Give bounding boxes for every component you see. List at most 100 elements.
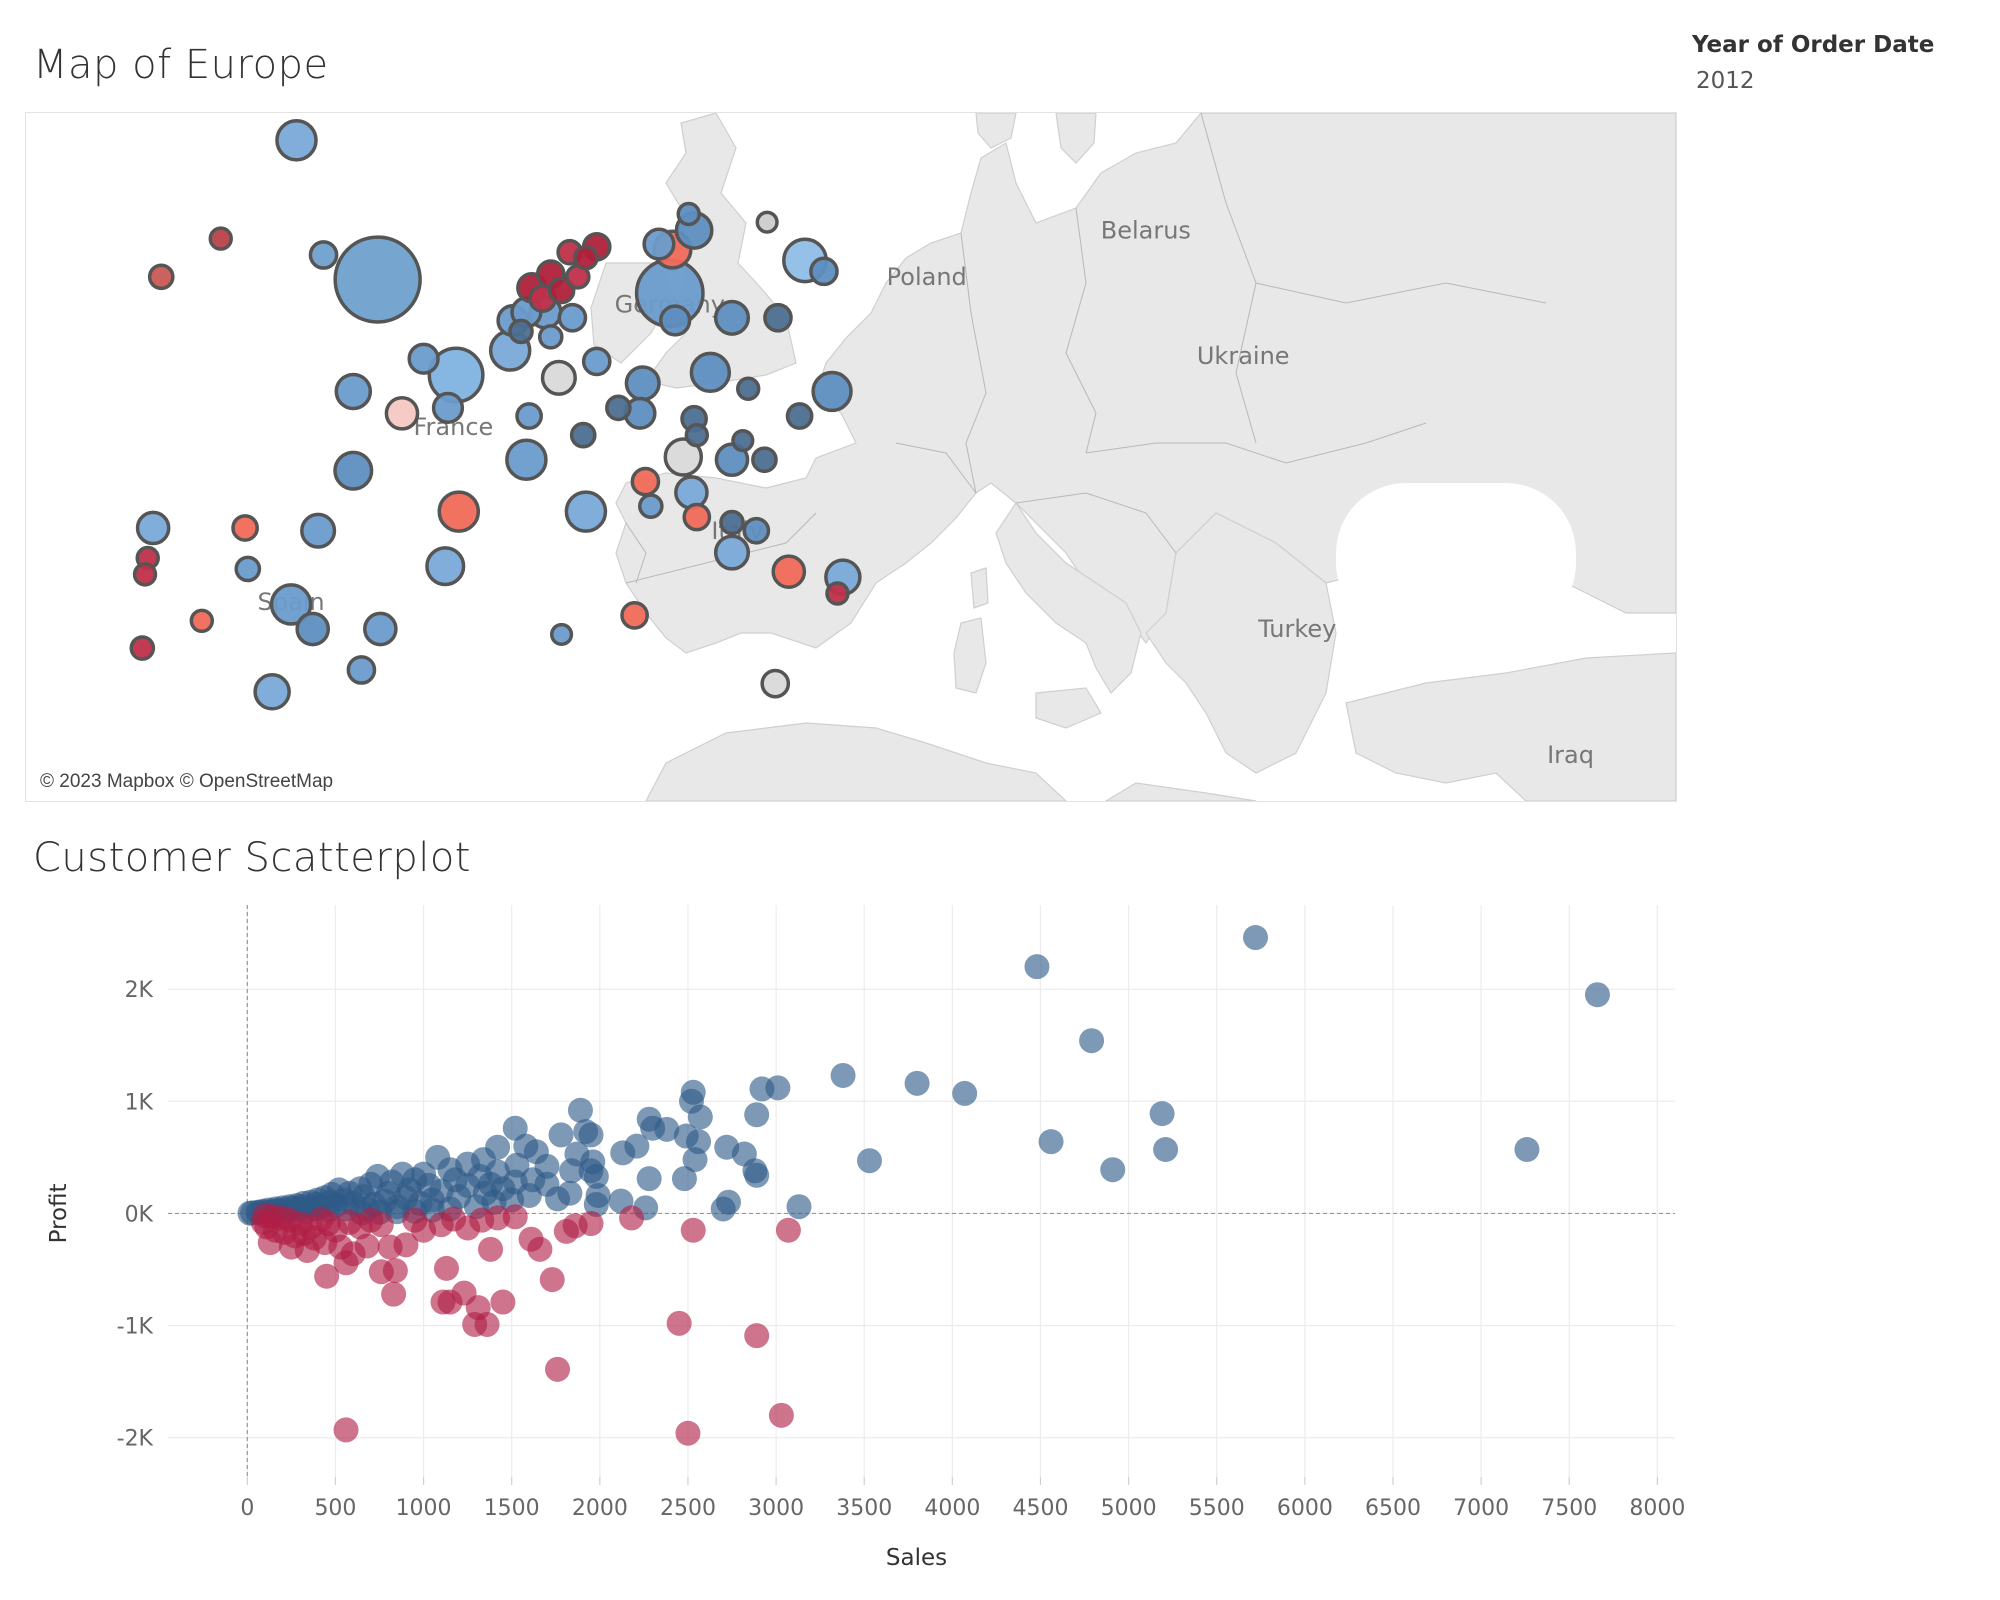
map-location-circle[interactable] bbox=[564, 490, 608, 533]
map-location-circle[interactable] bbox=[809, 256, 839, 287]
scatter-point[interactable] bbox=[1243, 925, 1269, 951]
scatter-point[interactable] bbox=[559, 1158, 585, 1184]
scatter-point[interactable] bbox=[654, 1116, 680, 1142]
map-location-circle[interactable] bbox=[208, 226, 233, 251]
map-location-circle[interactable] bbox=[253, 673, 291, 711]
scatter-point[interactable] bbox=[518, 1226, 544, 1252]
scatter-point[interactable] bbox=[539, 1267, 565, 1293]
map-location-circle[interactable] bbox=[346, 655, 377, 685]
scatter-point[interactable] bbox=[257, 1230, 283, 1256]
map-location-circle[interactable] bbox=[674, 475, 709, 510]
scatter-point[interactable] bbox=[478, 1171, 504, 1197]
map-location-circle[interactable] bbox=[300, 512, 337, 549]
scatter-point[interactable] bbox=[715, 1189, 741, 1215]
scatter-point[interactable] bbox=[314, 1263, 340, 1289]
map-location-circle[interactable] bbox=[638, 493, 664, 519]
map-location-circle[interactable] bbox=[384, 395, 420, 431]
map-canvas[interactable]: BelarusPolandUkraineGermanyFranceItalySp… bbox=[26, 113, 1676, 801]
map-location-circle[interactable] bbox=[620, 600, 649, 630]
scatter-point[interactable] bbox=[1038, 1129, 1064, 1155]
map-location-circle[interactable] bbox=[684, 422, 710, 448]
scatter-point[interactable] bbox=[513, 1133, 539, 1159]
scatter-point[interactable] bbox=[744, 1162, 770, 1188]
map-location-circle[interactable] bbox=[573, 244, 599, 271]
map-location-circle[interactable] bbox=[742, 516, 771, 545]
map-location-circle[interactable] bbox=[549, 622, 574, 647]
customer-scatterplot[interactable]: 0 500 1000 1500 2000 2500 3000 3500 4000 4500 5000… bbox=[0, 880, 1700, 1600]
scatter-point[interactable] bbox=[636, 1166, 662, 1192]
scatter-point[interactable] bbox=[393, 1232, 419, 1258]
scatter-point[interactable] bbox=[294, 1237, 320, 1263]
map-location-circle[interactable] bbox=[557, 302, 588, 333]
scatter-point[interactable] bbox=[687, 1104, 713, 1130]
map-location-circle[interactable] bbox=[785, 402, 814, 430]
map-location-circle[interactable] bbox=[624, 365, 661, 402]
map-location-circle[interactable] bbox=[437, 490, 481, 533]
europe-map[interactable]: BelarusPolandUkraineGermanyFranceItalySp… bbox=[25, 112, 1677, 802]
scatter-point[interactable] bbox=[619, 1205, 645, 1231]
scatter-points[interactable] bbox=[237, 925, 1610, 1446]
map-location-circle[interactable] bbox=[659, 304, 692, 337]
scatter-point[interactable] bbox=[744, 1102, 770, 1128]
year-filter-value[interactable]: 2012 bbox=[1696, 68, 1755, 94]
map-location-circle[interactable] bbox=[581, 346, 612, 377]
scatter-point[interactable] bbox=[354, 1233, 380, 1259]
scatter-point[interactable] bbox=[252, 1203, 278, 1229]
scatter-point[interactable] bbox=[351, 1184, 377, 1210]
map-location-circle[interactable] bbox=[719, 509, 745, 536]
map-location-circle[interactable] bbox=[505, 438, 548, 482]
scatter-point[interactable] bbox=[402, 1207, 428, 1233]
map-location-circle[interactable] bbox=[333, 235, 422, 324]
scatter-point[interactable] bbox=[545, 1356, 571, 1382]
scatter-point[interactable] bbox=[490, 1289, 516, 1315]
map-location-circle[interactable] bbox=[663, 437, 704, 477]
map-location-circle[interactable] bbox=[334, 372, 373, 411]
scatter-point[interactable] bbox=[416, 1172, 442, 1198]
scatter-point[interactable] bbox=[578, 1122, 604, 1148]
scatter-point[interactable] bbox=[1514, 1137, 1540, 1163]
scatter-point[interactable] bbox=[478, 1236, 504, 1262]
map-location-circle[interactable] bbox=[689, 351, 732, 394]
map-location-circle[interactable] bbox=[642, 227, 676, 261]
scatter-point[interactable] bbox=[433, 1255, 459, 1281]
map-location-circle[interactable] bbox=[275, 119, 318, 162]
scatter-point[interactable] bbox=[375, 1180, 401, 1206]
scatter-point[interactable] bbox=[567, 1097, 593, 1123]
scatter-point[interactable] bbox=[578, 1211, 604, 1237]
map-location-circle[interactable] bbox=[132, 562, 158, 587]
map-location-circle[interactable] bbox=[425, 546, 466, 587]
map-location-circle[interactable] bbox=[407, 342, 440, 375]
map-location-circle[interactable] bbox=[713, 299, 751, 336]
scatter-point[interactable] bbox=[765, 1075, 791, 1101]
scatter-point[interactable] bbox=[442, 1167, 468, 1193]
map-location-circle[interactable] bbox=[515, 402, 543, 430]
map-location-circle[interactable] bbox=[431, 391, 465, 425]
scatter-point[interactable] bbox=[1079, 1028, 1105, 1054]
scatter-point[interactable] bbox=[451, 1280, 477, 1306]
scatter-point[interactable] bbox=[952, 1080, 978, 1106]
map-location-circle[interactable] bbox=[537, 324, 564, 350]
scatter-point[interactable] bbox=[786, 1194, 812, 1220]
map-location-circle[interactable] bbox=[135, 510, 171, 546]
map-location-circle[interactable] bbox=[605, 394, 632, 422]
map-location-circle[interactable] bbox=[147, 263, 175, 291]
scatter-point[interactable] bbox=[578, 1158, 604, 1184]
scatter-point[interactable] bbox=[1584, 982, 1610, 1008]
map-location-circle[interactable] bbox=[755, 210, 779, 234]
map-location-circle[interactable] bbox=[713, 534, 751, 571]
scatter-point[interactable] bbox=[430, 1289, 456, 1315]
map-location-circle[interactable] bbox=[231, 514, 259, 542]
scatter-point[interactable] bbox=[381, 1281, 407, 1307]
scatter-point[interactable] bbox=[904, 1070, 930, 1096]
map-location-circle[interactable] bbox=[771, 554, 807, 589]
scatter-point[interactable] bbox=[502, 1169, 528, 1195]
map-location-circle[interactable] bbox=[676, 201, 701, 227]
scatter-point[interactable] bbox=[1024, 954, 1050, 980]
scatter-point[interactable] bbox=[548, 1122, 574, 1148]
map-location-circle[interactable] bbox=[735, 376, 761, 401]
scatter-point[interactable] bbox=[368, 1259, 394, 1285]
scatter-point[interactable] bbox=[768, 1402, 794, 1428]
map-location-circle[interactable] bbox=[825, 581, 850, 606]
scatter-point[interactable] bbox=[583, 1191, 609, 1217]
scatter-point[interactable] bbox=[671, 1166, 697, 1192]
